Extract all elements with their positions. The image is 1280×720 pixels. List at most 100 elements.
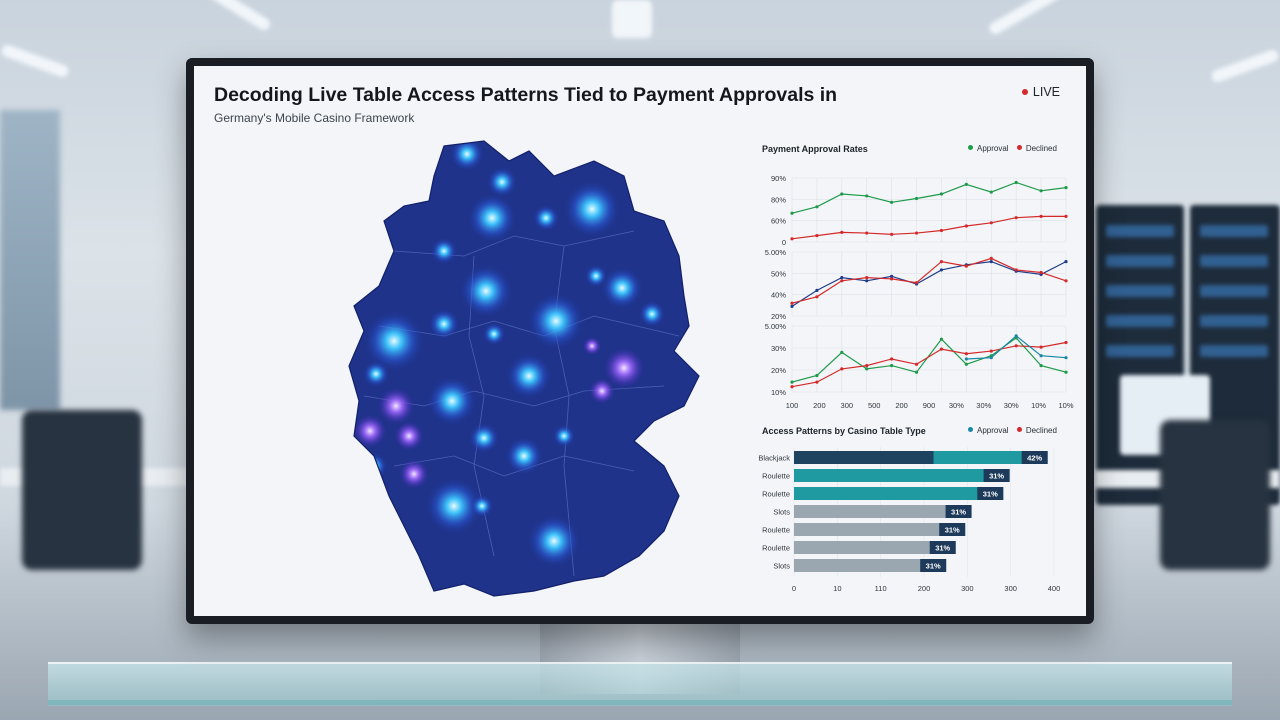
x-tick-label: 10% bbox=[1058, 401, 1073, 410]
data-point[interactable] bbox=[989, 356, 993, 360]
data-point[interactable] bbox=[790, 301, 794, 305]
data-point[interactable] bbox=[865, 364, 869, 368]
data-point[interactable] bbox=[790, 304, 794, 308]
data-point[interactable] bbox=[964, 264, 968, 268]
data-point[interactable] bbox=[1064, 356, 1068, 360]
series-line-declined[interactable] bbox=[791, 341, 1067, 388]
page-subtitle: Germany's Mobile Casino Framework bbox=[214, 111, 415, 125]
data-point[interactable] bbox=[1039, 270, 1043, 275]
live-indicator[interactable]: LIVE bbox=[1021, 85, 1060, 99]
data-point[interactable] bbox=[840, 367, 844, 371]
data-point[interactable] bbox=[790, 380, 794, 384]
data-point[interactable] bbox=[964, 357, 968, 361]
payment-approval-line-charts[interactable]: 90%80%60%05.00%50%40%20%5.00%30%20%10%10… bbox=[754, 166, 1074, 426]
y-tick-label: 5.00% bbox=[765, 322, 787, 331]
data-point[interactable] bbox=[865, 367, 869, 371]
data-point[interactable] bbox=[890, 200, 894, 204]
series-line-approval[interactable] bbox=[791, 260, 1067, 307]
bar-panel-legend: Approval Declined bbox=[962, 426, 1057, 435]
data-point[interactable] bbox=[1014, 334, 1018, 338]
data-point[interactable] bbox=[964, 362, 968, 366]
x-tick-label: 400 bbox=[1048, 584, 1061, 593]
data-point[interactable] bbox=[989, 221, 993, 225]
data-point[interactable] bbox=[890, 274, 894, 278]
bar[interactable] bbox=[794, 505, 972, 518]
bar[interactable] bbox=[794, 487, 1004, 500]
data-point[interactable] bbox=[1039, 364, 1043, 368]
bar-category-label: Roulette bbox=[762, 490, 790, 499]
data-point[interactable] bbox=[1039, 345, 1043, 349]
data-point[interactable] bbox=[865, 194, 869, 198]
data-point[interactable] bbox=[815, 288, 819, 292]
data-point[interactable] bbox=[964, 224, 968, 228]
data-point[interactable] bbox=[989, 260, 993, 264]
bar-category-label: Slots bbox=[773, 508, 790, 517]
data-point[interactable] bbox=[890, 232, 894, 236]
data-point[interactable] bbox=[790, 237, 794, 241]
data-point[interactable] bbox=[840, 279, 844, 283]
data-point[interactable] bbox=[865, 231, 869, 235]
data-point[interactable] bbox=[939, 228, 944, 233]
data-point[interactable] bbox=[1039, 189, 1043, 193]
x-tick-label: 0 bbox=[792, 584, 796, 593]
data-point[interactable] bbox=[939, 347, 944, 351]
data-point[interactable] bbox=[939, 268, 944, 272]
data-point[interactable] bbox=[1064, 370, 1068, 374]
data-point[interactable] bbox=[1039, 354, 1043, 358]
germany-heatmap-icon[interactable] bbox=[334, 136, 714, 601]
data-point[interactable] bbox=[1014, 216, 1018, 220]
data-point[interactable] bbox=[840, 350, 844, 354]
data-point[interactable] bbox=[1064, 279, 1068, 283]
bar-value-label: 31% bbox=[945, 526, 960, 535]
data-point[interactable] bbox=[890, 364, 894, 368]
data-point[interactable] bbox=[914, 281, 919, 285]
bar[interactable] bbox=[794, 469, 1010, 482]
data-point[interactable] bbox=[914, 362, 919, 366]
data-point[interactable] bbox=[1064, 260, 1068, 264]
data-point[interactable] bbox=[939, 337, 944, 341]
data-point[interactable] bbox=[815, 373, 819, 378]
series-line-declined[interactable] bbox=[791, 257, 1067, 304]
data-point[interactable] bbox=[939, 260, 944, 264]
bar[interactable] bbox=[794, 523, 966, 536]
bar-category-label: Roulette bbox=[762, 544, 790, 553]
data-point[interactable] bbox=[1014, 180, 1018, 185]
data-point[interactable] bbox=[964, 182, 968, 186]
data-point[interactable] bbox=[914, 196, 919, 201]
data-point[interactable] bbox=[865, 279, 869, 283]
data-point[interactable] bbox=[815, 295, 819, 299]
data-point[interactable] bbox=[890, 357, 894, 361]
data-point[interactable] bbox=[1014, 268, 1018, 272]
data-point[interactable] bbox=[1064, 340, 1068, 345]
data-point[interactable] bbox=[989, 349, 993, 353]
series-line-approval[interactable] bbox=[791, 337, 1067, 383]
data-point[interactable] bbox=[964, 352, 968, 356]
data-point[interactable] bbox=[989, 256, 993, 260]
bar[interactable] bbox=[794, 541, 956, 554]
data-point[interactable] bbox=[815, 234, 819, 238]
data-point[interactable] bbox=[1039, 214, 1043, 218]
data-point[interactable] bbox=[840, 230, 844, 234]
data-point[interactable] bbox=[914, 231, 919, 235]
bar[interactable] bbox=[794, 559, 947, 572]
data-point[interactable] bbox=[939, 192, 944, 196]
bar-value-label: 31% bbox=[983, 490, 998, 499]
access-patterns-bar-chart[interactable]: 0 10 110 200 300 300 400 42% Blackjack 31% Roulett… bbox=[754, 441, 1074, 601]
series-line-approval[interactable] bbox=[791, 181, 1067, 214]
data-point[interactable] bbox=[790, 211, 794, 215]
data-point[interactable] bbox=[815, 205, 819, 209]
series-line-declined[interactable] bbox=[791, 215, 1066, 240]
data-point[interactable] bbox=[1064, 214, 1068, 218]
data-point[interactable] bbox=[1064, 186, 1068, 190]
data-point[interactable] bbox=[890, 277, 894, 281]
data-point[interactable] bbox=[840, 276, 844, 280]
data-point[interactable] bbox=[865, 276, 869, 280]
data-point[interactable] bbox=[1014, 344, 1018, 348]
office-chair bbox=[22, 410, 142, 570]
data-point[interactable] bbox=[914, 370, 919, 374]
data-point[interactable] bbox=[790, 385, 794, 389]
data-point[interactable] bbox=[840, 192, 844, 196]
data-point[interactable] bbox=[989, 190, 993, 194]
data-point[interactable] bbox=[815, 380, 819, 384]
bar-category-label: Blackjack bbox=[758, 454, 790, 463]
